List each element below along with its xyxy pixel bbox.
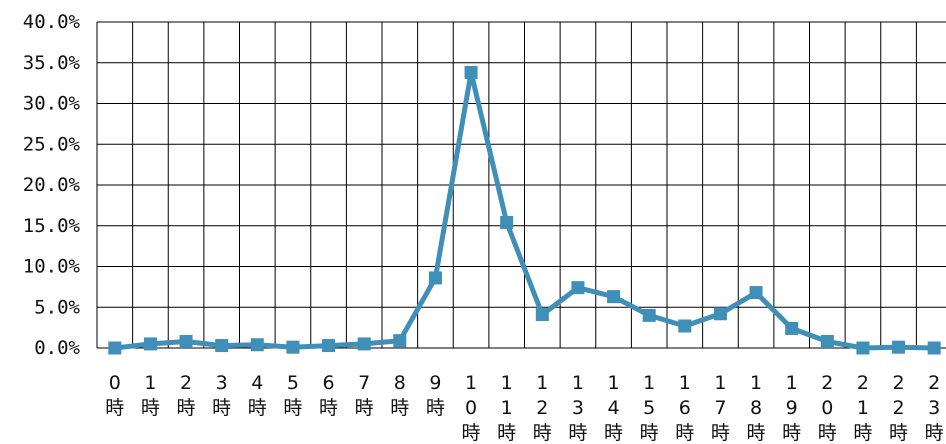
y-tick-label: 30.0% <box>23 93 81 115</box>
y-tick-label: 40.0% <box>23 11 81 33</box>
data-point <box>820 334 834 348</box>
data-point <box>535 308 549 322</box>
data-point <box>428 271 442 285</box>
data-point <box>179 334 193 348</box>
data-point <box>678 319 692 333</box>
data-point <box>749 286 763 300</box>
y-tick-label: 0.0% <box>34 337 80 359</box>
data-point <box>785 321 799 335</box>
y-axis-tick-labels: 0.0% 5.0% 10.0% 15.0% 20.0% 25.0% 30.0% 35.0% 40… <box>23 11 81 359</box>
data-point <box>713 307 727 321</box>
data-point <box>108 341 122 355</box>
data-point <box>500 215 514 229</box>
data-point <box>215 339 229 353</box>
data-point <box>607 290 621 304</box>
data-point <box>927 341 941 355</box>
y-tick-label: 25.0% <box>23 133 81 155</box>
data-point <box>642 308 656 322</box>
grid-lines <box>96 21 946 349</box>
y-tick-label: 10.0% <box>23 256 81 278</box>
data-point <box>464 66 478 80</box>
data-point <box>250 338 264 352</box>
data-point <box>393 334 407 348</box>
y-tick-label: 35.0% <box>23 52 81 74</box>
data-point <box>286 340 300 354</box>
data-point <box>856 341 870 355</box>
data-point <box>571 281 585 295</box>
data-point <box>143 337 157 351</box>
y-tick-label: 5.0% <box>34 296 80 318</box>
data-point <box>892 340 906 354</box>
y-tick-label: 15.0% <box>23 215 81 237</box>
y-tick-label: 20.0% <box>23 174 81 196</box>
data-point <box>322 339 336 353</box>
data-series <box>108 66 941 355</box>
data-point <box>357 337 371 351</box>
x-axis-tick-labels: 0 時 1 時 2 時 3 時 4 時 5 時 6 時 7 時 8 時 9 時 1 0 時 1 1 時 1 2 時 1 3 時 1 4 時 1 5 時 1 6… <box>105 372 943 444</box>
